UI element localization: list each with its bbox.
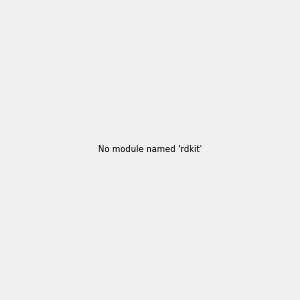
Text: No module named 'rdkit': No module named 'rdkit'	[98, 146, 202, 154]
